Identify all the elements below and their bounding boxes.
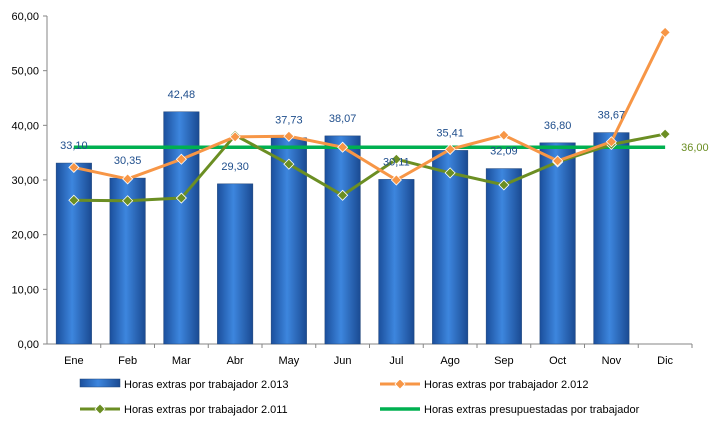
x-tick-label: Mar [172, 355, 191, 367]
line-point [68, 161, 80, 173]
bar [593, 132, 630, 345]
bar-value-label: 32,09 [490, 146, 518, 158]
x-tick-label: Dic [657, 355, 673, 367]
line-point [337, 141, 349, 153]
line-point [659, 26, 671, 38]
legend: Horas extras por trabajador 2.013 Horas e… [79, 378, 640, 416]
y-tick-label: 0,00 [18, 339, 39, 351]
line-point [390, 153, 402, 165]
bar [485, 168, 522, 345]
bar-value-label: 33,10 [60, 140, 88, 152]
legend-label: Horas extras por trabajador 2.012 [424, 379, 588, 391]
bar-series [55, 111, 630, 345]
bar-value-label: 30,11 [383, 156, 410, 168]
legend-swatch-bar [79, 378, 121, 388]
x-tick-label: Oct [549, 355, 566, 367]
bar [324, 135, 361, 345]
y-tick-label: 30,00 [11, 175, 39, 187]
line-point [498, 179, 510, 191]
line-point [175, 153, 187, 165]
bar-value-label: 38,07 [329, 113, 357, 125]
bar [432, 150, 469, 345]
legend-label: Horas extras por trabajador 2.013 [124, 379, 288, 391]
x-tick-label: Jul [389, 355, 403, 367]
bar [217, 183, 254, 345]
y-tick-label: 10,00 [11, 284, 39, 296]
y-tick-label: 50,00 [11, 66, 39, 78]
x-tick-label: Sep [494, 355, 514, 367]
line-series-group [68, 26, 671, 207]
bar-value-label: 38,67 [598, 110, 626, 122]
bar [539, 142, 576, 345]
line-point [229, 131, 241, 143]
bar-value-label: 35,41 [436, 127, 464, 139]
line-series-1 [73, 31, 667, 182]
bar-value-label: 29,30 [221, 161, 249, 173]
bar-value-label: 42,48 [168, 89, 196, 101]
y-tick-label: 60,00 [11, 11, 39, 23]
legend-label: Horas extras por trabajador 2.011 [124, 404, 288, 416]
legend-label: Horas extras presupuestadas por trabajad… [424, 404, 640, 416]
x-tick-label: Nov [602, 355, 622, 367]
x-tick-label: Jun [334, 355, 352, 367]
line-point [68, 194, 80, 206]
reference-line-label: 36,00 [681, 142, 709, 154]
line-point [175, 192, 187, 204]
bar [55, 162, 92, 345]
legend-swatch-marker [94, 403, 106, 415]
x-tick-label: Ago [440, 355, 460, 367]
line-point [122, 195, 134, 207]
bar-value-label: 37,73 [275, 115, 303, 127]
bar-value-label: 30,35 [114, 155, 142, 167]
bar [163, 111, 200, 345]
x-tick-label: Ene [64, 355, 84, 367]
line-point [444, 167, 456, 179]
line-point [498, 129, 510, 141]
line-point [337, 189, 349, 201]
line-point [659, 128, 671, 140]
bar-value-label: 36,80 [544, 120, 572, 132]
x-tick-label: Abr [227, 355, 244, 367]
reference-line-group: 36,00 [73, 142, 709, 154]
line-point [390, 174, 402, 186]
line-point [444, 143, 456, 155]
axes: 0,00 10,00 20,00 30,00 40,00 50,00 60,00 Ene Feb… [11, 11, 693, 367]
line-point [283, 158, 295, 170]
x-tick-label: Feb [118, 355, 137, 367]
line-point [122, 173, 134, 185]
data-labels: 33,10 30,35 42,48 29,30 37,73 38,07 30,11 35,41… [60, 89, 625, 173]
line-point [283, 130, 295, 142]
y-tick-label: 20,00 [11, 230, 39, 242]
bar [378, 179, 415, 345]
y-tick-label: 40,00 [11, 120, 39, 132]
legend-swatch-marker [394, 378, 406, 390]
line-point [552, 155, 564, 167]
line-point [605, 136, 617, 148]
x-tick-label: May [278, 355, 299, 367]
